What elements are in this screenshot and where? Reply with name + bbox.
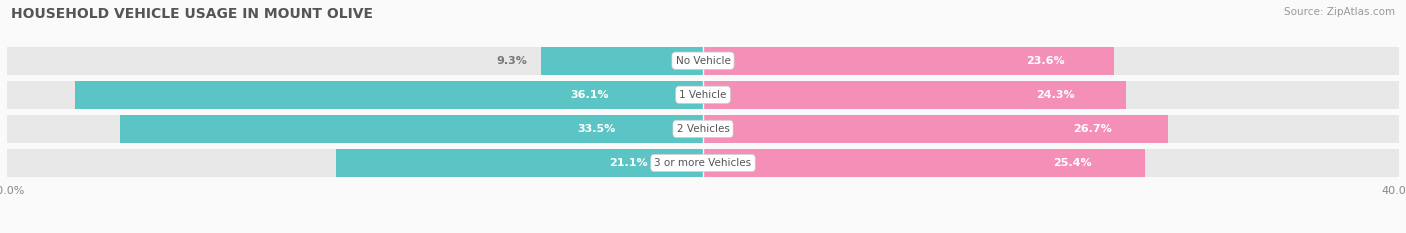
Bar (703, 47, 1399, 75)
Bar (7, 47, 703, 75)
Text: 1 Vehicle: 1 Vehicle (679, 90, 727, 100)
Text: 3 or more Vehicles: 3 or more Vehicles (654, 158, 752, 168)
Bar (120, 115, 703, 143)
Bar (703, 47, 1114, 75)
Bar (703, 81, 1399, 109)
Bar (336, 149, 703, 177)
Bar (703, 149, 1399, 177)
Bar (703, 115, 1399, 143)
Text: 21.1%: 21.1% (609, 158, 648, 168)
Text: 25.4%: 25.4% (1053, 158, 1092, 168)
Text: Source: ZipAtlas.com: Source: ZipAtlas.com (1284, 7, 1395, 17)
Text: 36.1%: 36.1% (571, 90, 609, 100)
Bar (75, 81, 703, 109)
Text: 9.3%: 9.3% (496, 56, 527, 66)
Text: 33.5%: 33.5% (578, 124, 616, 134)
Bar (703, 81, 1126, 109)
Text: 26.7%: 26.7% (1073, 124, 1112, 134)
Bar (703, 149, 1144, 177)
Bar (703, 115, 1167, 143)
Text: HOUSEHOLD VEHICLE USAGE IN MOUNT OLIVE: HOUSEHOLD VEHICLE USAGE IN MOUNT OLIVE (11, 7, 373, 21)
Text: 23.6%: 23.6% (1026, 56, 1064, 66)
Bar (7, 149, 703, 177)
Bar (7, 81, 703, 109)
Bar (541, 47, 703, 75)
Text: 24.3%: 24.3% (1036, 90, 1076, 100)
Text: No Vehicle: No Vehicle (675, 56, 731, 66)
Text: 2 Vehicles: 2 Vehicles (676, 124, 730, 134)
Bar (7, 115, 703, 143)
